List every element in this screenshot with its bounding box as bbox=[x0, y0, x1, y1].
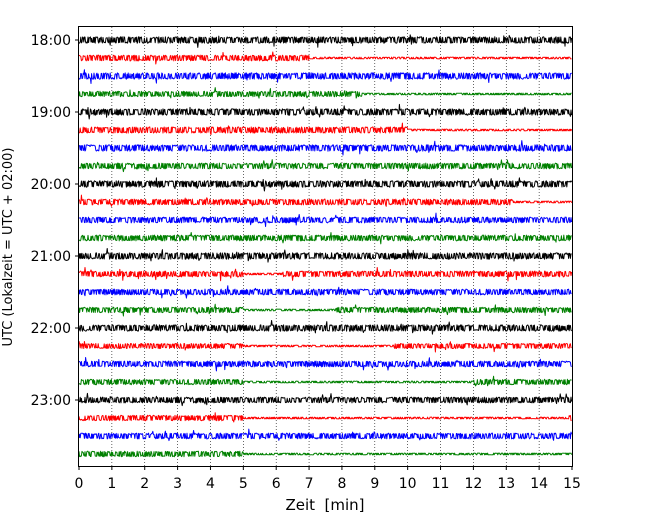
grid-lines bbox=[111, 27, 540, 466]
x-tick-label: 0 bbox=[75, 476, 84, 492]
trace-1945 bbox=[78, 159, 573, 173]
x-tick-label: 9 bbox=[370, 476, 379, 492]
trace-2230 bbox=[78, 357, 572, 372]
y-tick-label: 23:00 bbox=[31, 393, 71, 409]
x-axis-label: Zeit [min] bbox=[285, 496, 364, 514]
trace-1915 bbox=[78, 122, 573, 136]
x-tick-label: 12 bbox=[464, 476, 482, 492]
plot-frame bbox=[78, 26, 573, 467]
trace-2130 bbox=[78, 285, 572, 299]
trace-2245 bbox=[78, 375, 572, 387]
trace-2330 bbox=[78, 428, 573, 442]
trace-1930 bbox=[78, 140, 572, 156]
y-tick-label: 20:00 bbox=[31, 177, 71, 193]
trace-2200 bbox=[78, 319, 573, 335]
x-tick-label: 14 bbox=[530, 476, 548, 492]
y-axis-ticks: 18:00 19:00 20:00 21:00 22:00 23:00 bbox=[31, 33, 79, 409]
trace-2015 bbox=[78, 194, 573, 207]
trace-2300 bbox=[78, 392, 573, 407]
x-tick-label: 3 bbox=[173, 476, 182, 492]
y-tick-label: 21:00 bbox=[31, 249, 71, 265]
x-tick-label: 10 bbox=[399, 476, 417, 492]
trace-2000 bbox=[78, 177, 573, 192]
y-tick-label: 22:00 bbox=[31, 321, 71, 337]
trace-2315 bbox=[78, 412, 572, 423]
trace-2145 bbox=[78, 303, 572, 317]
x-tick-label: 15 bbox=[563, 476, 581, 492]
trace-2345 bbox=[78, 450, 573, 458]
trace-1830 bbox=[78, 69, 572, 84]
x-tick-label: 11 bbox=[432, 476, 450, 492]
x-tick-label: 2 bbox=[140, 476, 149, 492]
trace-1800 bbox=[78, 34, 573, 48]
x-tick-label: 5 bbox=[239, 476, 248, 492]
x-tick-label: 8 bbox=[337, 476, 346, 492]
x-tick-label: 4 bbox=[206, 476, 215, 492]
trace-2115 bbox=[78, 266, 573, 282]
x-tick-label: 1 bbox=[107, 476, 116, 492]
trace-1815 bbox=[78, 51, 572, 65]
traces bbox=[78, 34, 573, 458]
trace-2045 bbox=[78, 232, 573, 245]
y-axis-label: UTC (Lokalzeit = UTC + 02:00) bbox=[1, 148, 16, 347]
x-tick-label: 13 bbox=[497, 476, 515, 492]
x-axis-ticks: 0 1 2 3 4 5 6 7 8 9 10 11 12 13 14 15 bbox=[75, 466, 581, 492]
trace-2215 bbox=[78, 340, 572, 353]
x-tick-label: 6 bbox=[272, 476, 281, 492]
x-tick-label: 7 bbox=[305, 476, 314, 492]
y-tick-label: 19:00 bbox=[31, 105, 71, 121]
trace-2100 bbox=[78, 247, 572, 263]
trace-1845 bbox=[78, 87, 572, 99]
trace-2030 bbox=[78, 212, 573, 227]
trace-1900 bbox=[78, 103, 573, 120]
y-tick-label: 18:00 bbox=[31, 33, 71, 49]
